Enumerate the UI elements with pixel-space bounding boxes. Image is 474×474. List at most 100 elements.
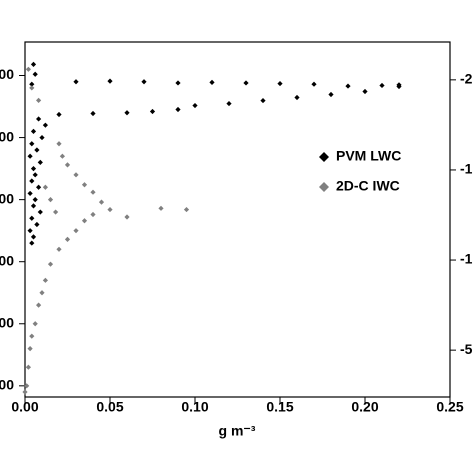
- point: [73, 79, 79, 85]
- point: [379, 82, 385, 89]
- point: [36, 302, 42, 308]
- point: [27, 190, 33, 197]
- legend-label: 2D-C IWC: [336, 178, 400, 194]
- point: [64, 236, 71, 242]
- point: [32, 197, 38, 203]
- y-tick-label: 00: [0, 314, 14, 330]
- point: [24, 383, 30, 389]
- legend-label: PVM LWC: [336, 148, 401, 164]
- point: [29, 141, 35, 147]
- point: [73, 228, 79, 234]
- point: [107, 78, 113, 84]
- point: [311, 81, 317, 87]
- point: [22, 389, 28, 395]
- point: [47, 197, 54, 203]
- point: [39, 134, 45, 141]
- point: [53, 209, 59, 215]
- point: [396, 83, 402, 90]
- point: [29, 215, 35, 221]
- point: [175, 80, 181, 86]
- point: [73, 172, 79, 178]
- y2-tick-label: -5: [460, 341, 473, 357]
- point: [81, 182, 88, 188]
- point: [294, 94, 300, 101]
- point: [149, 108, 156, 115]
- x-tick-label: 0.05: [96, 399, 123, 415]
- point: [124, 110, 130, 116]
- point: [30, 61, 37, 67]
- point: [209, 79, 215, 85]
- point: [260, 97, 266, 104]
- point: [34, 221, 40, 228]
- point: [56, 141, 62, 147]
- point: [64, 162, 71, 168]
- point: [37, 209, 43, 215]
- point: [141, 79, 147, 85]
- point: [362, 88, 368, 95]
- point: [90, 211, 96, 218]
- point: [328, 91, 334, 98]
- y2-tick-label: -1: [460, 161, 473, 177]
- legend-marker: [319, 152, 329, 162]
- point: [29, 333, 35, 339]
- point: [243, 80, 249, 86]
- point: [34, 147, 40, 153]
- point: [90, 110, 96, 117]
- point: [59, 153, 65, 159]
- y2-tick-label: -2: [460, 71, 473, 87]
- legend-marker: [319, 182, 329, 192]
- point: [158, 205, 164, 211]
- point: [124, 214, 130, 220]
- point: [29, 85, 35, 91]
- point: [39, 290, 45, 296]
- x-axis-label: g m⁻³: [219, 423, 256, 439]
- point: [27, 345, 33, 352]
- point: [25, 364, 31, 370]
- point: [37, 159, 43, 166]
- point: [42, 184, 48, 190]
- point: [98, 199, 105, 205]
- point: [226, 100, 232, 107]
- point: [30, 166, 37, 172]
- point: [47, 261, 54, 267]
- x-tick-label: 0.00: [11, 399, 38, 415]
- y-tick-label: 00: [0, 128, 14, 144]
- point: [36, 184, 42, 190]
- point: [175, 106, 181, 113]
- point: [42, 122, 48, 128]
- point: [36, 97, 42, 103]
- point: [183, 206, 190, 213]
- point: [32, 172, 38, 178]
- y2-tick-label: -1: [460, 251, 473, 267]
- x-tick-label: 0.15: [266, 399, 293, 415]
- y-tick-label: 00: [0, 377, 14, 393]
- x-tick-label: 0.25: [436, 399, 463, 415]
- x-tick-label: 0.10: [181, 399, 208, 415]
- point: [345, 83, 351, 89]
- point: [277, 80, 283, 87]
- y-tick-label: 00: [0, 66, 14, 82]
- point: [30, 128, 37, 134]
- point: [32, 71, 38, 77]
- point: [56, 246, 62, 252]
- point: [27, 228, 33, 234]
- point: [29, 240, 35, 246]
- point: [90, 189, 96, 195]
- point: [56, 111, 62, 118]
- y-tick-label: 00: [0, 190, 14, 206]
- point: [81, 218, 88, 224]
- point: [107, 206, 113, 213]
- point: [36, 116, 42, 122]
- point: [192, 102, 198, 109]
- point: [42, 277, 48, 283]
- point: [27, 153, 33, 159]
- point: [30, 203, 37, 209]
- point: [29, 81, 35, 87]
- plot-frame: [24, 41, 451, 398]
- point: [30, 234, 37, 240]
- x-tick-label: 0.20: [351, 399, 378, 415]
- point: [25, 66, 31, 72]
- point: [29, 178, 35, 184]
- y-tick-label: 00: [0, 252, 14, 268]
